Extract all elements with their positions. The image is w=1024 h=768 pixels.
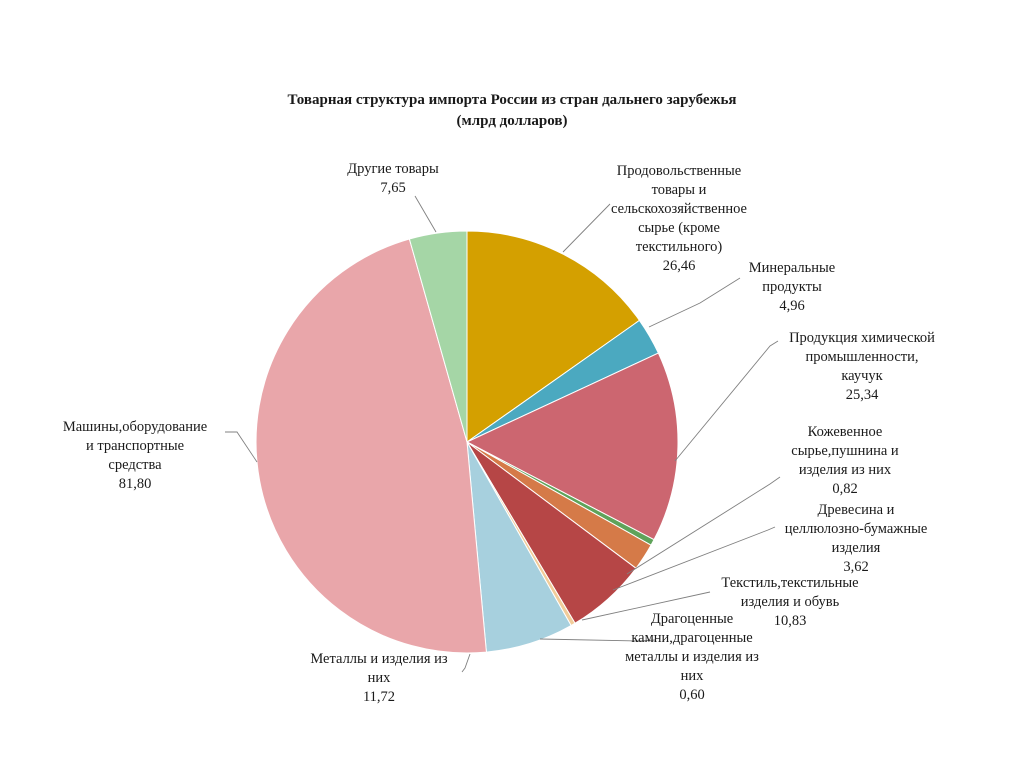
slice-9-name-line: и транспортные <box>86 438 184 454</box>
slice-10-value: 7,65 <box>380 180 405 196</box>
slice-8-name-line: Металлы и изделия из <box>310 651 448 667</box>
slice-1-name-line: сельскохозяйственное <box>611 201 747 217</box>
slice-3-wedge <box>465 352 679 541</box>
slice-2-name-line: Минеральные <box>749 260 835 276</box>
slice-1-name-line: сырье (кроме <box>638 220 720 236</box>
slice-2-label: Минеральные продукты 4,96 <box>749 260 835 314</box>
chart-title: Товарная структура импорта России из стр… <box>0 90 1024 132</box>
slice-5-leader-line <box>612 526 776 591</box>
slice-1-label: Продовольственные товары и сельскохозяйств… <box>611 163 747 274</box>
slice-3-name-line: Продукция химической <box>789 330 935 346</box>
chart-title-main: Товарная структура импорта России из стр… <box>287 92 737 108</box>
leader-lines <box>225 195 781 673</box>
chart-title-units: (млрд долларов) <box>456 113 568 129</box>
slice-5-value: 3,62 <box>843 559 868 575</box>
slice-10-label: Другие товары 7,65 <box>347 161 439 196</box>
slice-4-name-line: изделия из них <box>799 462 892 478</box>
slice-5-name-line: целлюлозно-бумажные <box>785 521 928 537</box>
slice-3-label: Продукция химической промышленности, каучу… <box>789 330 935 403</box>
slice-4-leader-line <box>626 476 781 575</box>
slice-1-name-line: текстильного) <box>636 239 723 255</box>
slice-9-label: Машины,оборудование и транспортные средств… <box>63 419 207 492</box>
slice-7-label: Драгоценные камни,драгоценные металлы и из… <box>625 611 759 703</box>
slice-8-value: 11,72 <box>363 689 395 705</box>
slice-9-name-line: средства <box>108 457 162 473</box>
pie-slices <box>255 230 679 654</box>
slice-5-label: Древесина и целлюлозно-бумажные изделия 3,6… <box>785 502 928 575</box>
slice-10-leader-line <box>414 195 437 233</box>
slice-2-name-line: продукты <box>762 279 822 295</box>
slice-6-name-line: Текстиль,текстильные <box>721 575 858 591</box>
slice-1-wedge <box>466 230 641 443</box>
slice-4-name-line: Кожевенное <box>808 424 883 440</box>
slice-1-name-line: Продовольственные <box>617 163 742 179</box>
slice-3-leader-line <box>674 340 779 462</box>
slice-6-value: 10,83 <box>774 613 807 629</box>
slice-10-name-line: Другие товары <box>347 161 439 177</box>
slice-7-name-line: них <box>681 668 705 684</box>
slice-6-leader-line <box>581 591 711 621</box>
slice-4-value: 0,82 <box>832 481 857 497</box>
slice-5-name-line: изделия <box>832 540 881 556</box>
slice-9-name-line: Машины,оборудование <box>63 419 207 435</box>
slice-5-name-line: Древесина и <box>818 502 895 518</box>
slice-4-label: Кожевенное сырье,пушнина и изделия из них 0… <box>791 424 899 497</box>
slice-3-value: 25,34 <box>846 387 879 403</box>
slice-7-name-line: камни,драгоценные <box>631 630 752 646</box>
slice-2-value: 4,96 <box>779 298 804 314</box>
slice-8-leader-line <box>461 653 471 673</box>
slice-7-name-line: металлы и изделия из <box>625 649 759 665</box>
slice-3-name-line: промышленности, <box>805 349 918 365</box>
slice-labels: Продовольственные товары и сельскохозяйств… <box>63 161 935 705</box>
slice-10-wedge <box>408 230 468 443</box>
slice-6-name-line: изделия и обувь <box>741 594 840 610</box>
slice-1-leader-line <box>562 203 611 253</box>
slice-9-leader-line <box>225 431 258 463</box>
slice-6-label: Текстиль,текстильные изделия и обувь 10,83 <box>721 575 858 629</box>
slice-7-name-line: Драгоценные <box>651 611 733 627</box>
slice-2-leader-line <box>648 277 741 328</box>
slice-3-name-line: каучук <box>841 368 883 384</box>
slice-9-value: 81,80 <box>119 476 152 492</box>
slice-8-name-line: них <box>368 670 392 686</box>
slice-9-wedge <box>255 238 487 654</box>
slice-7-value: 0,60 <box>679 687 704 703</box>
slice-8-label: Металлы и изделия из них 11,72 <box>310 651 448 705</box>
slice-7-leader-line <box>539 638 656 642</box>
slice-1-value: 26,46 <box>663 258 696 274</box>
slice-1-name-line: товары и <box>652 182 707 198</box>
slice-4-name-line: сырье,пушнина и <box>791 443 899 459</box>
